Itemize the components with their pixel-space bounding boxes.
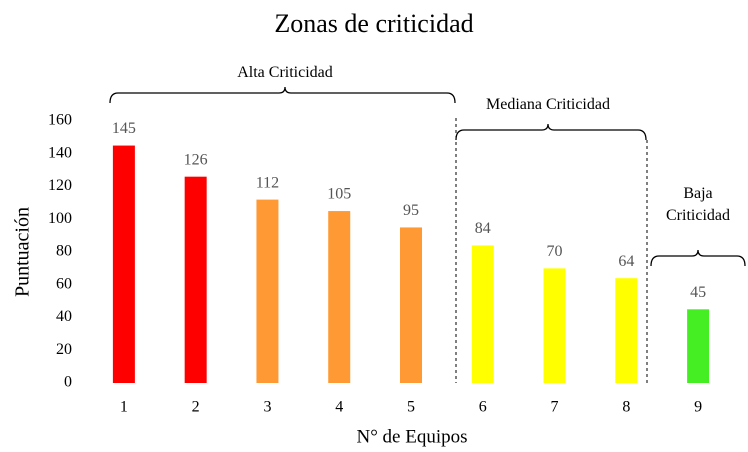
- y-axis-label: Puntuación: [12, 207, 34, 297]
- y-tick-label: 80: [56, 243, 72, 260]
- y-tick-label: 140: [48, 144, 72, 161]
- y-tick-label: 120: [48, 177, 72, 194]
- annotation: Mediana Criticidad: [486, 96, 610, 113]
- y-tick-label: 20: [56, 341, 72, 358]
- bar: [615, 278, 638, 383]
- value-label: 105: [327, 186, 351, 203]
- bar: [112, 145, 135, 383]
- value-label: 112: [256, 174, 279, 191]
- bar: [328, 211, 351, 383]
- bar: [256, 199, 279, 383]
- x-tick-label: 2: [192, 399, 200, 416]
- bar: [687, 309, 710, 383]
- value-label: 70: [547, 243, 563, 260]
- bar: [400, 227, 422, 383]
- value-label: 84: [475, 220, 491, 237]
- x-tick-label: 5: [407, 399, 415, 416]
- value-label: 95: [403, 202, 419, 219]
- x-tick-label: 9: [694, 399, 702, 416]
- value-label: 145: [112, 120, 136, 137]
- y-tick-label: 0: [64, 374, 72, 391]
- value-label: 126: [184, 151, 208, 168]
- x-tick-label: 8: [622, 399, 630, 416]
- annotation: Baja Criticidad: [666, 185, 730, 224]
- bar: [184, 176, 207, 383]
- brace: [455, 123, 647, 141]
- brace: [650, 249, 746, 267]
- x-tick-label: 3: [263, 399, 271, 416]
- y-tick-label: 40: [56, 308, 72, 325]
- value-label: 64: [618, 253, 634, 270]
- brace: [109, 86, 456, 104]
- annotation: Alta Criticidad: [237, 64, 333, 81]
- x-tick-label: 4: [335, 399, 343, 416]
- y-tick-label: 160: [48, 112, 72, 129]
- chart-title: Zonas de criticidad: [274, 9, 473, 38]
- y-tick-label: 100: [48, 210, 72, 227]
- y-tick-label: 60: [56, 275, 72, 292]
- bar: [543, 268, 566, 383]
- x-tick-label: 1: [120, 399, 128, 416]
- x-axis-label: N° de Equipos: [356, 426, 467, 447]
- x-tick-label: 7: [551, 399, 559, 416]
- value-label: 45: [690, 284, 706, 301]
- bar: [471, 245, 494, 383]
- x-tick-label: 6: [479, 399, 487, 416]
